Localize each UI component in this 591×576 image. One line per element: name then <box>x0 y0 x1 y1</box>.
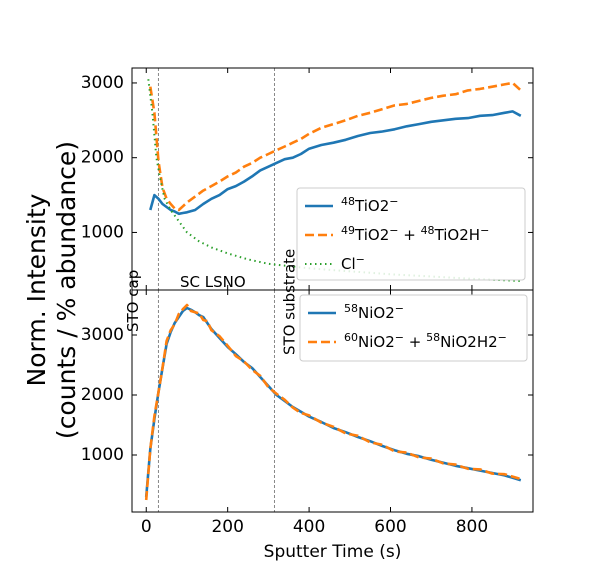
series-line-top-2 <box>147 79 521 282</box>
region-label-sto-substrate: STO substrate <box>280 249 298 355</box>
legend-box <box>299 294 528 362</box>
legend-top: 48​TiO2−​ 49​TiO2−​ + 48​TiO2H−​ Cl−​ <box>296 187 526 281</box>
y-tick-label: 2000 <box>81 148 124 168</box>
series-line-bottom-1 <box>144 303 522 501</box>
axes-frame <box>131 289 534 513</box>
legend-box <box>296 187 526 281</box>
series-line-top-0 <box>149 110 522 216</box>
panel-bottom: 1000 2000 3000 0 200 400 600 800 Sputter Time (s… <box>81 289 534 562</box>
legend-label: 49​TiO2−​ + 48​TiO2H−​ <box>341 224 489 244</box>
region-label-sto-cap: STO cap <box>124 270 142 332</box>
y-tick-label: 1000 <box>81 445 124 465</box>
legend-label: 58​NiO2−​ <box>344 302 404 322</box>
y-tick-label: 3000 <box>81 325 124 345</box>
legend-bottom: 58​NiO2−​ 60​NiO2−​ + 58​NiO2H2−​ <box>299 294 528 362</box>
region-label-sc-lsno: SC LSNO <box>180 273 246 291</box>
x-tick-label: 800 <box>456 517 488 537</box>
y-axis-label-line2: (counts / % abundance) <box>52 141 81 439</box>
series-line-top-1 <box>149 81 522 212</box>
y-axis-label-line1: Norm. Intensity <box>22 193 51 386</box>
x-tick-label: 600 <box>374 517 406 537</box>
x-tick-label: 0 <box>141 517 152 537</box>
x-axis-label: Sputter Time (s) <box>264 542 402 562</box>
legend-label: 48​TiO2−​ <box>341 195 398 215</box>
y-tick-label: 2000 <box>81 385 124 405</box>
y-tick-label: 3000 <box>81 73 124 93</box>
x-tick-label: 200 <box>211 517 243 537</box>
legend-label: Cl−​ <box>341 253 365 273</box>
legend-label: 60​NiO2−​ + 58​NiO2H2−​ <box>344 331 507 351</box>
x-tick-label: 400 <box>293 517 325 537</box>
y-tick-label: 1000 <box>81 222 124 242</box>
